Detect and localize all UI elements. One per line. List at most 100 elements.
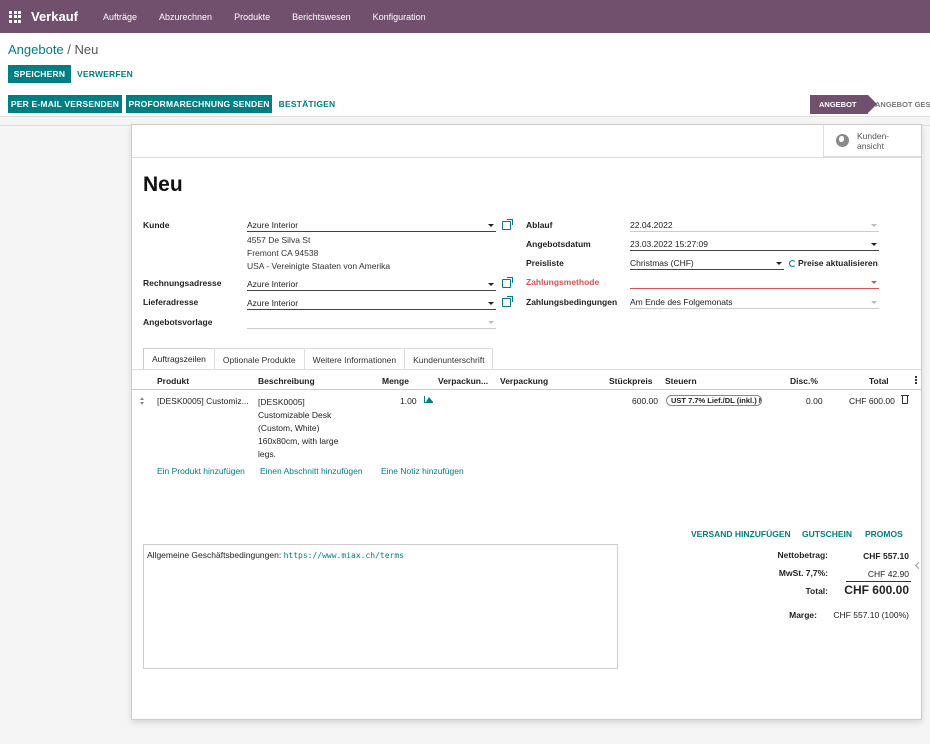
- app-brand[interactable]: Verkauf: [31, 9, 78, 24]
- chevron-down-icon[interactable]: [488, 283, 494, 286]
- terms-link[interactable]: https://www.miax.ch/terms: [283, 551, 404, 560]
- send-proforma-button[interactable]: PROFORMARECHNUNG SENDEN: [126, 95, 272, 113]
- invoice-address-label: Rechnungsadresse: [143, 278, 222, 288]
- payment-terms-label: Zahlungsbedingungen: [526, 297, 618, 307]
- chevron-down-icon[interactable]: [776, 262, 782, 265]
- column-header[interactable]: Steuern: [665, 376, 697, 386]
- column-header[interactable]: Disc.%: [790, 376, 818, 386]
- record-title: Neu: [143, 173, 183, 196]
- quote-date-value: 23.03.2022 15:27:09: [630, 239, 708, 249]
- line-total: CHF 600.00: [849, 396, 895, 406]
- vat-value: CHF 42.90: [867, 569, 909, 579]
- chevron-down-icon[interactable]: [871, 301, 877, 304]
- add-product-link[interactable]: Ein Produkt hinzufügen: [157, 466, 245, 476]
- line-unit-price[interactable]: 600.00: [632, 396, 658, 406]
- line-description-3: (Custom, White): [258, 423, 320, 433]
- external-link-icon[interactable]: [502, 296, 513, 307]
- notebook-tabs: Auftragszeilen Optionale Produkte Weiter…: [143, 348, 494, 370]
- discard-button[interactable]: VERWERFEN: [77, 69, 133, 79]
- stage-quotation-sent[interactable]: ANGEBOT GESE: [875, 100, 930, 109]
- send-email-button[interactable]: PER E-MAIL VERSENDEN: [8, 95, 122, 113]
- customer-preview-button[interactable]: Kunden-ansicht: [823, 125, 921, 157]
- chevron-down-icon[interactable]: [488, 302, 494, 305]
- external-link-icon[interactable]: [502, 219, 513, 230]
- column-options-icon[interactable]: [915, 376, 917, 384]
- delivery-address-value: Azure Interior: [247, 298, 299, 308]
- quote-date-field[interactable]: 23.03.2022 15:27:09: [630, 238, 879, 251]
- invoice-address-value: Azure Interior: [247, 279, 299, 289]
- delivery-address-label: Lieferadresse: [143, 297, 199, 307]
- expiry-label: Ablauf: [526, 220, 553, 230]
- line-product[interactable]: [DESK0005] Customiz...: [157, 396, 249, 406]
- add-section-link[interactable]: Einen Abschnitt hinzufügen: [260, 466, 363, 476]
- quote-date-label: Angebotsdatum: [526, 239, 591, 249]
- preview-label-2: ansicht: [857, 140, 884, 151]
- menu-reporting[interactable]: Berichtswesen: [292, 11, 351, 22]
- tab-optional-products[interactable]: Optionale Produkte: [213, 348, 305, 370]
- tab-order-lines[interactable]: Auftragszeilen: [143, 348, 215, 370]
- external-link-icon[interactable]: [502, 277, 513, 288]
- breadcrumb-parent[interactable]: Angebote: [8, 42, 64, 57]
- chevron-down-icon[interactable]: [488, 224, 494, 227]
- column-header[interactable]: Verpackun...: [438, 376, 489, 386]
- stage-quotation[interactable]: ANGEBOT: [810, 95, 877, 114]
- payment-method-field[interactable]: [630, 276, 879, 289]
- line-discount[interactable]: 0.00: [806, 396, 823, 406]
- menu-orders[interactable]: Aufträge: [102, 11, 138, 22]
- menu-to-invoice[interactable]: Abzurechnen: [159, 11, 213, 22]
- column-header[interactable]: Beschreibung: [258, 376, 315, 386]
- terms-note-field[interactable]: Allgemeine Geschäftsbedingungen: https:/…: [143, 544, 618, 669]
- net-amount-value: CHF 557.10: [863, 551, 909, 561]
- delivery-address-field[interactable]: Azure Interior: [247, 297, 496, 310]
- expiry-value: 22.04.2022: [630, 220, 673, 230]
- customer-field[interactable]: Azure Interior: [247, 219, 496, 232]
- address-line-1: 4557 De Silva St: [247, 235, 311, 245]
- promotions-button[interactable]: PROMOS: [865, 529, 903, 539]
- menu-products[interactable]: Produkte: [234, 11, 271, 22]
- trash-icon[interactable]: [901, 395, 909, 404]
- drag-handle-icon[interactable]: [140, 397, 145, 405]
- line-description-1: [DESK0005]: [258, 397, 305, 407]
- coupon-button[interactable]: GUTSCHEIN: [802, 529, 853, 539]
- margin-label: Marge:: [789, 610, 817, 620]
- vat-label: MwSt. 7,7%:: [778, 568, 828, 578]
- refresh-icon: [789, 260, 796, 267]
- column-header[interactable]: Menge: [382, 376, 409, 386]
- save-button[interactable]: SPEICHERN: [8, 65, 71, 83]
- column-header[interactable]: Verpackung: [500, 376, 549, 386]
- breadcrumb-separator: /: [63, 42, 75, 57]
- line-quantity[interactable]: 1.00: [400, 396, 417, 406]
- address-line-2: Fremont CA 94538: [247, 248, 319, 258]
- column-header[interactable]: Produkt: [157, 376, 190, 386]
- tab-customer-signature[interactable]: Kundenunterschrift: [404, 348, 494, 370]
- column-header[interactable]: Total: [869, 376, 889, 386]
- column-header[interactable]: Stückpreis: [609, 376, 653, 386]
- payment-terms-field[interactable]: Am Ende des Folgemonats: [630, 296, 879, 309]
- chevron-left-icon[interactable]: [914, 561, 923, 570]
- pricelist-field[interactable]: Christmas (CHF): [630, 257, 784, 270]
- menu-configuration[interactable]: Konfiguration: [372, 11, 426, 22]
- divider: [132, 157, 921, 158]
- template-field[interactable]: [247, 316, 496, 329]
- add-shipping-button[interactable]: VERSAND HINZUFÜGEN: [691, 529, 791, 539]
- update-prices-button[interactable]: Preise aktualisieren: [789, 258, 878, 268]
- header-divider: [132, 389, 921, 390]
- confirm-button[interactable]: BESTÄTIGEN: [278, 99, 336, 109]
- forecast-chart-icon[interactable]: [424, 396, 433, 403]
- payment-method-label: Zahlungsmethode: [526, 277, 600, 287]
- chevron-down-icon[interactable]: [871, 224, 877, 227]
- apps-menu-icon[interactable]: [9, 10, 21, 23]
- globe-icon: [836, 134, 849, 147]
- expiry-field[interactable]: 22.04.2022: [630, 219, 879, 232]
- chevron-down-icon[interactable]: [871, 243, 877, 246]
- customer-value: Azure Interior: [247, 220, 299, 230]
- tax-tag[interactable]: UST 7.7% Lief./DL (inkl.) MWST: [666, 395, 762, 406]
- invoice-address-field[interactable]: Azure Interior: [247, 278, 496, 291]
- add-note-link[interactable]: Eine Notiz hinzufügen: [381, 466, 464, 476]
- total-label: Total:: [805, 586, 828, 596]
- pricelist-label: Preisliste: [526, 258, 564, 268]
- chevron-down-icon[interactable]: [488, 321, 494, 324]
- tab-other-info[interactable]: Weitere Informationen: [303, 348, 406, 370]
- line-description[interactable]: [DESK0005] Customizable Desk (Custom, Wh…: [258, 396, 338, 461]
- chevron-down-icon[interactable]: [871, 281, 877, 284]
